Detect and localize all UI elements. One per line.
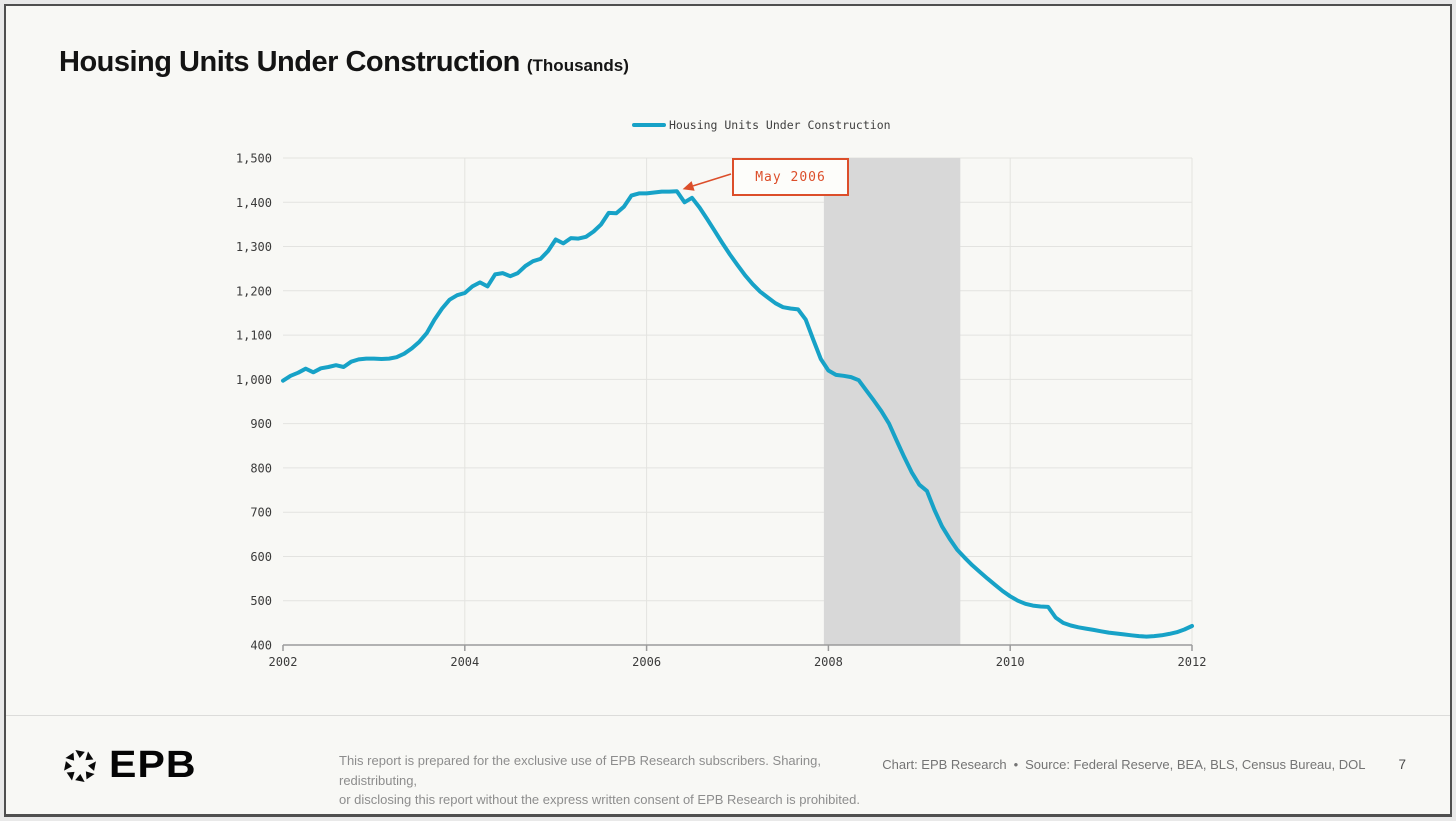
disclaimer-line-1: This report is prepared for the exclusiv… xyxy=(339,753,821,788)
svg-text:600: 600 xyxy=(250,550,272,564)
page-number: 7 xyxy=(1398,757,1406,772)
svg-text:2012: 2012 xyxy=(1178,655,1207,669)
svg-text:1,500: 1,500 xyxy=(236,152,272,166)
svg-text:900: 900 xyxy=(250,417,272,431)
svg-text:2008: 2008 xyxy=(814,655,843,669)
legend-label: Housing Units Under Construction xyxy=(669,118,891,132)
svg-text:1,400: 1,400 xyxy=(236,196,272,210)
svg-text:2004: 2004 xyxy=(450,655,479,669)
disclaimer-text: This report is prepared for the exclusiv… xyxy=(339,751,899,810)
attribution-source: Source: Federal Reserve, BEA, BLS, Censu… xyxy=(1025,757,1366,772)
footer-divider xyxy=(6,715,1450,716)
svg-text:400: 400 xyxy=(250,639,272,653)
report-slide: Housing Units Under Construction (Thousan… xyxy=(4,4,1452,817)
legend-line-swatch xyxy=(632,123,666,127)
attribution-separator: • xyxy=(1013,757,1019,772)
attribution-chart: Chart: EPB Research xyxy=(882,757,1007,772)
svg-text:1,100: 1,100 xyxy=(236,329,272,343)
svg-text:2002: 2002 xyxy=(269,655,298,669)
chart-legend: Housing Units Under Construction xyxy=(632,118,891,132)
svg-text:1,200: 1,200 xyxy=(236,284,272,298)
chart-title: Housing Units Under Construction xyxy=(59,46,520,78)
svg-text:1,000: 1,000 xyxy=(236,373,272,387)
epb-logo: EPB xyxy=(59,744,196,787)
peak-annotation-label: May 2006 xyxy=(755,169,826,185)
attribution-row: Chart: EPB Research • Source: Federal Rese… xyxy=(882,757,1406,772)
chart-title-unit: (Thousands) xyxy=(526,56,629,75)
page-title: Housing Units Under Construction (Thousan… xyxy=(59,46,629,79)
svg-text:500: 500 xyxy=(250,594,272,608)
epb-logo-text: EPB xyxy=(109,744,197,786)
svg-text:2010: 2010 xyxy=(996,655,1025,669)
attribution-text: Chart: EPB Research • Source: Federal Rese… xyxy=(882,757,1365,772)
svg-text:700: 700 xyxy=(250,506,272,520)
peak-annotation: May 2006 xyxy=(732,158,849,196)
line-chart: 2002 2004 2006 2008 2010 2012 400 500 600 700 800 9… xyxy=(236,152,1207,670)
svg-text:800: 800 xyxy=(250,461,272,475)
disclaimer-line-2: or disclosing this report without the ex… xyxy=(339,792,860,807)
svg-text:1,300: 1,300 xyxy=(236,240,272,254)
epb-logo-icon xyxy=(64,749,96,782)
svg-text:2006: 2006 xyxy=(632,655,661,669)
